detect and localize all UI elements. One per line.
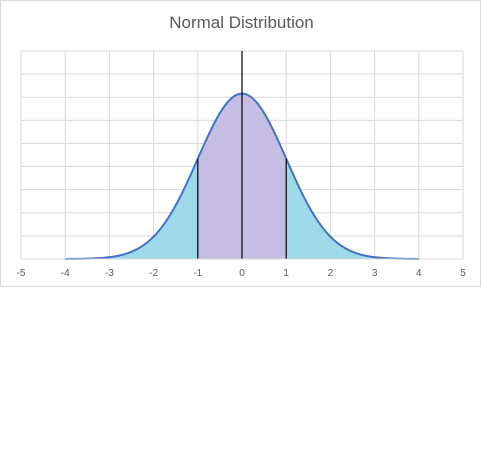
x-tick-label: -5 bbox=[17, 268, 26, 279]
marker-layer bbox=[197, 51, 287, 259]
x-tick-label: 1 bbox=[283, 268, 289, 279]
shaded-region bbox=[286, 158, 419, 259]
x-tick-label: 4 bbox=[416, 268, 422, 279]
x-tick-label: 5 bbox=[460, 268, 466, 279]
empty-sheet-area bbox=[0, 287, 481, 454]
x-tick-label: 0 bbox=[239, 268, 245, 279]
shaded-region bbox=[65, 158, 198, 259]
x-tick-label: -1 bbox=[193, 268, 202, 279]
axis-layer: -5 -4 -3 -2 -1 0 1 2 3 4 5 bbox=[17, 258, 466, 279]
x-tick-label: 3 bbox=[372, 268, 378, 279]
x-tick-label: -2 bbox=[149, 268, 158, 279]
chart-plot: -5 -4 -3 -2 -1 0 1 2 3 4 5 bbox=[17, 50, 466, 279]
chart-frame: Normal Distribution -5 -4 -3 -2 -1 0 1 2 3 4 5 bbox=[0, 0, 481, 287]
x-tick-label: 2 bbox=[328, 268, 334, 279]
chart-title: Normal Distribution bbox=[169, 13, 314, 32]
x-tick-label: -3 bbox=[105, 268, 114, 279]
x-tick-label: -4 bbox=[61, 268, 70, 279]
